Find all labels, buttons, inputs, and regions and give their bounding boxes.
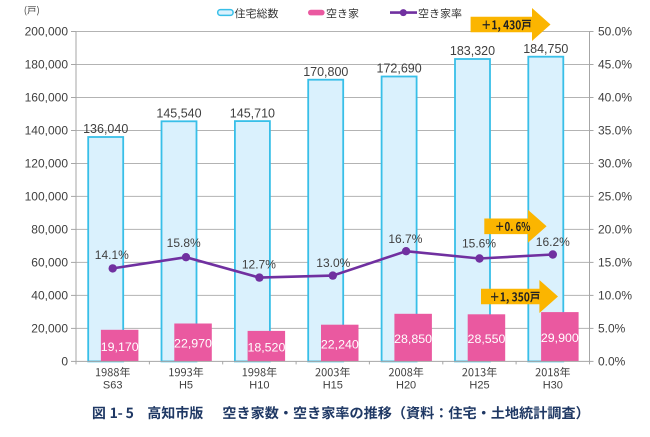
svg-text:145,710: 145,710 xyxy=(230,106,275,120)
svg-text:50.0%: 50.0% xyxy=(598,25,632,39)
svg-text:20,000: 20,000 xyxy=(31,322,68,336)
svg-text:100,000: 100,000 xyxy=(25,190,69,204)
svg-text:15.0%: 15.0% xyxy=(598,256,632,270)
svg-text:H20: H20 xyxy=(396,380,416,392)
svg-text:18,520: 18,520 xyxy=(247,340,285,354)
svg-text:172,690: 172,690 xyxy=(377,62,422,76)
svg-text:16.2%: 16.2% xyxy=(536,235,570,249)
svg-text:80,000: 80,000 xyxy=(31,223,68,237)
svg-text:30.0%: 30.0% xyxy=(598,157,632,171)
svg-text:140,000: 140,000 xyxy=(25,124,69,138)
svg-text:160,000: 160,000 xyxy=(25,91,69,105)
svg-text:183,320: 183,320 xyxy=(450,44,495,58)
svg-text:180,000: 180,000 xyxy=(25,58,69,72)
svg-text:10.0%: 10.0% xyxy=(598,289,632,303)
svg-text:170,800: 170,800 xyxy=(303,65,348,79)
svg-text:22,240: 22,240 xyxy=(321,337,359,351)
svg-text:136,040: 136,040 xyxy=(83,122,128,136)
svg-text:H5: H5 xyxy=(179,380,193,392)
svg-text:13.0%: 13.0% xyxy=(316,256,350,270)
svg-text:H10: H10 xyxy=(249,380,269,392)
svg-text:184,750: 184,750 xyxy=(523,42,568,56)
svg-text:35.0%: 35.0% xyxy=(598,124,632,138)
svg-text:20.0%: 20.0% xyxy=(598,223,632,237)
svg-text:200,000: 200,000 xyxy=(25,25,69,39)
svg-text:S63: S63 xyxy=(103,380,123,392)
svg-text:145,540: 145,540 xyxy=(156,107,201,121)
svg-text:25.0%: 25.0% xyxy=(598,190,632,204)
svg-text:5.0%: 5.0% xyxy=(598,322,626,336)
svg-text:14.1%: 14.1% xyxy=(95,248,129,262)
svg-text:15.8%: 15.8% xyxy=(167,236,201,250)
svg-text:15.6%: 15.6% xyxy=(462,237,496,251)
svg-text:29,900: 29,900 xyxy=(541,331,579,345)
svg-text:0: 0 xyxy=(61,355,68,369)
svg-text:0.0%: 0.0% xyxy=(598,355,626,369)
svg-text:60,000: 60,000 xyxy=(31,256,68,270)
svg-text:22,970: 22,970 xyxy=(174,337,212,351)
svg-text:28,850: 28,850 xyxy=(394,332,432,346)
svg-text:40,000: 40,000 xyxy=(31,289,68,303)
svg-text:H30: H30 xyxy=(543,380,563,392)
svg-text:16.7%: 16.7% xyxy=(388,232,422,246)
svg-text:40.0%: 40.0% xyxy=(598,91,632,105)
svg-text:19,170: 19,170 xyxy=(101,340,139,354)
svg-text:28,550: 28,550 xyxy=(468,332,506,346)
svg-text:45.0%: 45.0% xyxy=(598,58,632,72)
svg-text:12.7%: 12.7% xyxy=(242,258,276,272)
svg-text:H15: H15 xyxy=(323,380,343,392)
svg-text:120,000: 120,000 xyxy=(25,157,69,171)
svg-text:H25: H25 xyxy=(469,380,489,392)
